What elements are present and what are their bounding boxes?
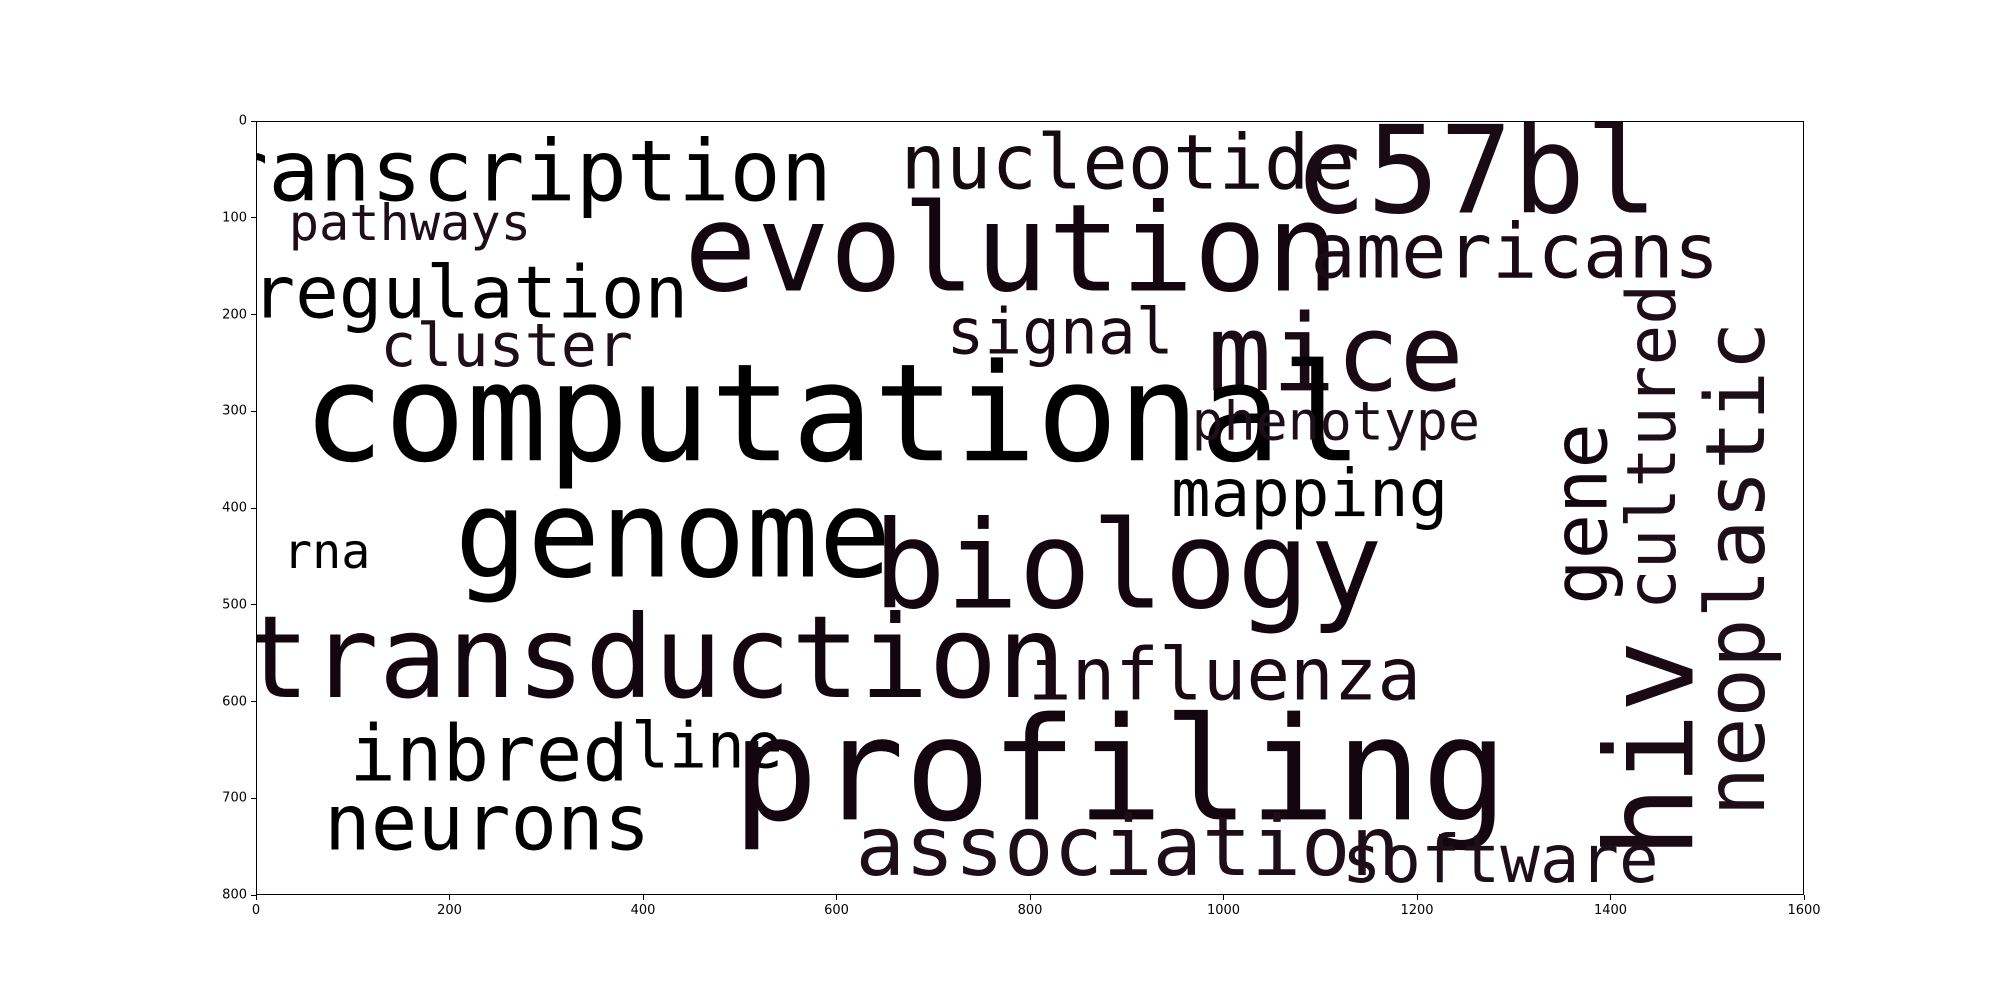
word-evolution: evolution	[684, 178, 1340, 320]
word-c57bl: c57bl	[1294, 121, 1659, 242]
y-tick-label: 100	[222, 210, 247, 226]
y-tick-label: 400	[222, 500, 247, 516]
word-software: software	[1341, 821, 1659, 895]
word-signal: signal	[946, 295, 1174, 369]
word-pathways: pathways	[288, 192, 531, 252]
word-line: line	[631, 709, 783, 783]
y-tick-mark	[251, 894, 256, 896]
x-tick-mark	[255, 895, 257, 900]
word-genome: genome	[454, 464, 892, 606]
word-influenza: influenza	[1027, 634, 1422, 719]
word-phenotype: phenotype	[1191, 390, 1480, 453]
y-tick-label: 800	[222, 887, 247, 903]
x-tick-mark	[1803, 895, 1805, 900]
word-regulation: regulation	[256, 251, 689, 336]
y-tick-mark	[251, 410, 256, 412]
x-tick-mark	[1029, 895, 1031, 900]
x-tick-label: 0	[251, 903, 261, 918]
y-tick-label: 300	[222, 403, 247, 419]
word-inbred: inbred	[349, 709, 629, 800]
y-tick-mark	[251, 314, 256, 315]
word-profiling: profiling	[732, 686, 1508, 854]
y-tick-mark	[251, 604, 256, 606]
word-nucleotide: nucleotide	[900, 121, 1355, 206]
x-tick-mark	[1416, 895, 1418, 900]
y-tick-mark	[251, 797, 256, 799]
x-tick-mark	[836, 895, 837, 900]
word-americans: americans	[1310, 206, 1720, 295]
x-tick-mark	[1610, 895, 1611, 900]
x-tick-label: 800	[1017, 903, 1043, 918]
word-transcription: transcription	[257, 122, 832, 222]
x-tick-label: 200	[437, 903, 462, 918]
word-association: association	[855, 799, 1401, 895]
word-neurons: neurons	[324, 778, 651, 869]
word-transduction: transduction	[256, 590, 1067, 724]
x-tick-label: 1600	[1787, 903, 1821, 918]
x-tick-label: 1000	[1206, 903, 1241, 918]
x-tick-label: 1200	[1400, 903, 1434, 918]
word-gene: gene	[1535, 422, 1624, 605]
x-tick-mark	[449, 895, 450, 900]
word-mapping: mapping	[1171, 454, 1449, 532]
x-tick-label: 1400	[1593, 903, 1628, 918]
word-cultured: cultured	[1612, 283, 1692, 611]
y-tick-mark	[251, 507, 256, 509]
y-tick-mark	[251, 701, 256, 702]
y-tick-mark	[251, 217, 256, 219]
y-tick-label: 700	[222, 790, 247, 806]
word-mice: mice	[1207, 291, 1464, 416]
y-tick-label: 600	[222, 694, 247, 709]
word-rna: rna	[282, 523, 371, 580]
y-tick-label: 200	[222, 307, 247, 322]
x-tick-label: 400	[630, 903, 656, 918]
y-tick-mark	[251, 120, 256, 122]
y-tick-label: 0	[238, 113, 247, 129]
x-tick-label: 600	[824, 903, 849, 918]
y-tick-label: 500	[222, 597, 247, 613]
x-tick-mark	[642, 895, 644, 900]
x-tick-mark	[1223, 895, 1224, 900]
word-computational: computational	[302, 334, 1363, 493]
word-biology: biology	[872, 495, 1383, 637]
word-cluster: cluster	[380, 311, 633, 382]
